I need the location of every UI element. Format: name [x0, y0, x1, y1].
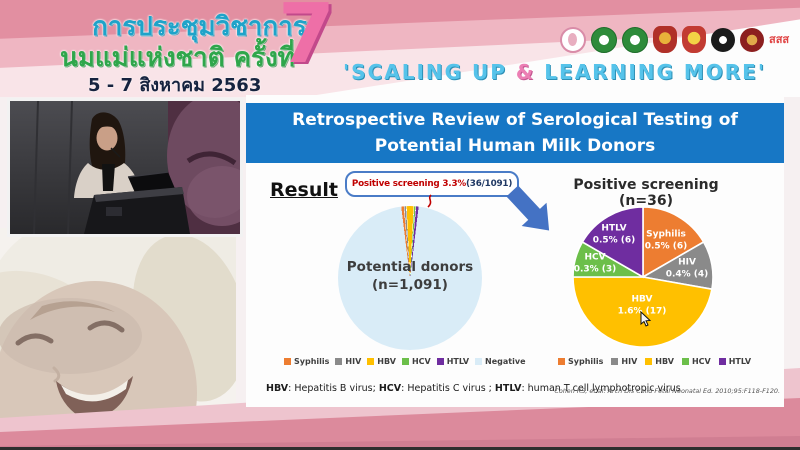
arrow-icon	[506, 185, 550, 231]
green-seal-icon	[622, 26, 648, 53]
pie-chart-potential-donors	[338, 206, 482, 350]
legend-item: HTLV	[718, 357, 752, 366]
slide-title-line1: Retrospective Review of Serological Test…	[292, 110, 738, 130]
royal-crest-icon	[682, 26, 706, 53]
hcv-swatch-icon	[681, 358, 689, 365]
presenter-webcam-video	[7, 94, 263, 237]
hbv-swatch-icon	[367, 358, 375, 365]
result-label: Result	[270, 179, 338, 201]
legend-potential-donors: Syphilis HIV HBV HCV HTLV Negative	[284, 357, 526, 366]
slide-title-line2: Potential Human Milk Donors	[374, 135, 656, 156]
htlv-swatch-icon	[718, 358, 726, 365]
callout-pointer-line	[427, 194, 432, 208]
slice-name: HCV	[584, 252, 606, 263]
slice-label-htlv: HTLV 0.5% (6)	[593, 223, 636, 246]
red-seal-icon	[740, 27, 764, 52]
legend-label: HCV	[411, 357, 431, 366]
def-hcv: : Hepatitis C virus ;	[401, 383, 495, 394]
slice-name: HBV	[631, 294, 653, 305]
hbv-swatch-icon	[645, 358, 653, 365]
positive-screening-callout: Positive screening 3.3% (36/1091)	[345, 171, 519, 197]
pie-left-label-line1: Potential donors	[346, 259, 474, 275]
legend-positive-screening: Syphilis HIV HBV HCV HTLV	[558, 357, 751, 366]
legend-item: HBV	[367, 357, 396, 366]
conference-banner: การประชุมวิชาการ นมแม่แห่งชาติ ครั้งที่ …	[0, 0, 800, 97]
thai-health-logo: สสส	[769, 33, 790, 46]
legend-label: HTLV	[728, 357, 752, 366]
legend-label: HTLV	[446, 357, 470, 366]
legend-item: HCV	[681, 357, 711, 366]
legend-item: Negative	[475, 357, 526, 366]
hcv-swatch-icon	[401, 358, 409, 365]
legend-label: Syphilis	[568, 357, 604, 366]
legend-label: Negative	[485, 357, 526, 366]
conference-dates: 5 - 7 สิงหาคม 2563	[88, 75, 262, 96]
callout-highlight: Positive screening 3.3%	[351, 179, 466, 189]
slide-title: Retrospective Review of Serological Test…	[246, 103, 784, 163]
legend-item: HIV	[611, 357, 637, 366]
legend-label: HIV	[621, 357, 638, 366]
slice-label-syphilis: Syphilis 0.5% (6)	[645, 229, 688, 252]
presenter-scene	[10, 94, 263, 235]
slice-value: 0.5% (6)	[592, 235, 636, 245]
mother-child-logo-icon	[560, 26, 586, 53]
pie-left-center-label: Potential donors (n=1,091)	[338, 258, 482, 294]
citation-text: Cohen RS, et al. Arch Dis Child Fetal Ne…	[554, 387, 780, 395]
legend-label: HBV	[377, 357, 396, 366]
legend-item: HIV	[335, 357, 361, 366]
presentation-slide: Retrospective Review of Serological Test…	[246, 95, 784, 407]
legend-label: Syphilis	[294, 357, 330, 366]
hiv-swatch-icon	[611, 358, 619, 365]
syphilis-swatch-icon	[284, 358, 291, 365]
sponsor-logos: สสส	[560, 26, 789, 53]
hiv-swatch-icon	[335, 358, 343, 365]
tagline-text: 'SCALING UP	[343, 60, 516, 84]
slice-value: 0.5% (6)	[644, 241, 688, 251]
baby-background-image	[0, 197, 251, 450]
conference-title-thai: การประชุมวิชาการ	[92, 12, 307, 42]
legend-item: HTLV	[436, 357, 470, 366]
tagline-text: LEARNING MORE'	[535, 60, 766, 84]
htlv-swatch-icon	[436, 358, 444, 365]
legend-item: Syphilis	[558, 357, 603, 366]
slice-label-hbv: HBV 1.6% (17)	[618, 294, 667, 317]
mouse-cursor-icon	[640, 311, 652, 327]
abbr-htlv: HTLV	[494, 383, 522, 394]
negative-swatch-icon	[475, 358, 483, 365]
slice-name: HIV	[678, 257, 696, 268]
conference-subtitle-thai: นมแม่แห่งชาติ ครั้งที่	[60, 43, 295, 73]
slice-label-hcv: HCV 0.3% (3)	[574, 252, 617, 275]
slice-name: Syphilis	[646, 229, 686, 240]
royal-emblem-icon	[653, 26, 677, 53]
pie-right-title: Positive screening (n=36)	[573, 177, 719, 209]
abbr-hbv: HBV	[266, 383, 289, 394]
legend-label: HBV	[655, 357, 674, 366]
legend-label: HIV	[345, 357, 362, 366]
slice-value: 1.6% (17)	[617, 306, 667, 316]
def-hbv: : Hepatitis B virus;	[288, 383, 379, 394]
legend-item: Syphilis	[284, 357, 329, 366]
tagline-ampersand: &	[515, 60, 536, 84]
syphilis-swatch-icon	[558, 358, 565, 365]
slice-value: 0.4% (4)	[665, 269, 709, 279]
university-seal-icon	[711, 27, 735, 52]
pie-left-label-line2: (n=1,091)	[372, 277, 448, 294]
slice-value: 0.3% (3)	[573, 264, 617, 274]
legend-item: HBV	[645, 357, 674, 366]
callout-detail: (36/1091)	[465, 179, 513, 189]
legend-label: HCV	[691, 357, 711, 366]
pie-chart-positive-screening: Syphilis 0.5% (6) HIV 0.4% (4) HBV 1.6% …	[571, 205, 715, 349]
green-seal-icon	[591, 26, 617, 53]
slice-label-hiv: HIV 0.4% (4)	[666, 257, 709, 280]
slice-name: HTLV	[601, 223, 627, 234]
legend-item: HCV	[401, 357, 431, 366]
edition-number: 7	[278, 0, 336, 82]
abbr-hcv: HCV	[378, 383, 402, 394]
conference-tagline: 'SCALING UP & LEARNING MORE'	[312, 60, 797, 84]
